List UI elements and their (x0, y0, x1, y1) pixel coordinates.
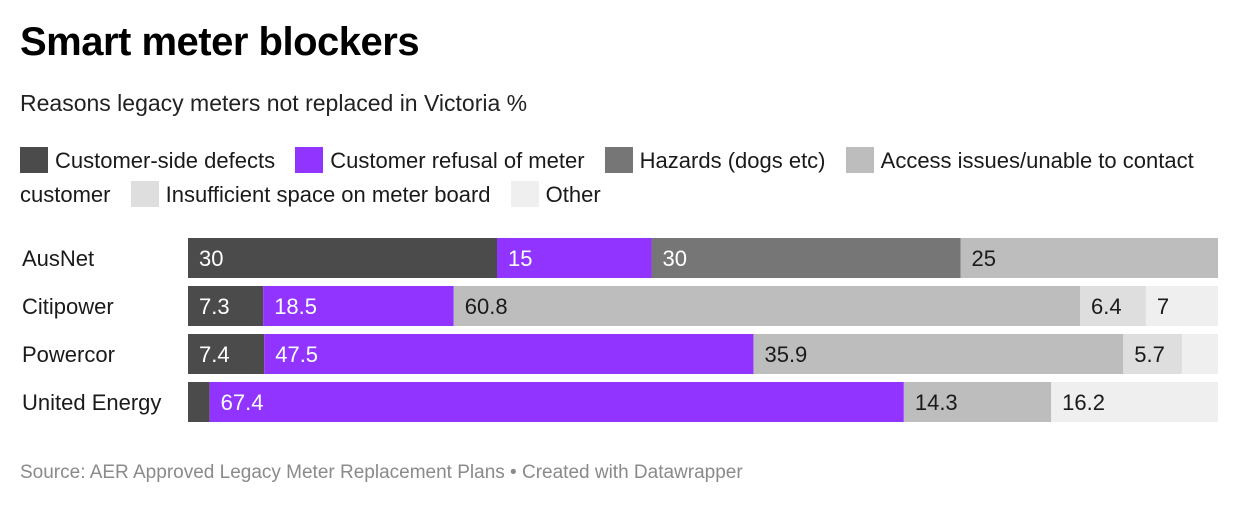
legend-item: Insufficient space on meter board (130, 181, 491, 207)
data-label: 15 (508, 246, 532, 271)
stacked-bar-chart: AusNet 30 15 30 25 Citipower 7.3 18.5 60.8 6.4 7 Po… (22, 238, 1218, 422)
bar-segment (209, 382, 904, 422)
bar-segment (960, 238, 1218, 278)
bar-segment (188, 238, 497, 278)
bar-segment (264, 334, 754, 374)
legend-label: Access issues/unable to contact customer (20, 148, 1194, 207)
bar-segment (903, 382, 1052, 422)
legend-label: Insufficient space on meter board (165, 182, 491, 207)
category-label: United Energy (22, 390, 161, 415)
legend-swatch (130, 181, 159, 207)
bar-segment (753, 334, 1124, 374)
data-label: 47.5 (275, 342, 318, 367)
legend-label: Customer refusal of meter (330, 148, 585, 173)
legend-item: Access issues/unable to contact customer (20, 147, 1194, 207)
source-note: Source: AER Approved Legacy Meter Replac… (20, 462, 743, 483)
legend-item: Customer refusal of meter (295, 147, 585, 173)
data-label: 6.4 (1091, 294, 1122, 319)
data-label: 30 (663, 246, 687, 271)
legend-swatch (295, 147, 324, 173)
bar-segment (188, 382, 210, 422)
data-label: 35.9 (764, 342, 807, 367)
legend-label: Hazards (dogs etc) (639, 148, 826, 173)
chart-subtitle: Reasons legacy meters not replaced in Vi… (20, 90, 528, 116)
legend-swatch (20, 147, 48, 173)
category-label: Citipower (22, 294, 114, 319)
legend-item: Hazards (dogs etc) (604, 147, 826, 173)
data-label: 30 (199, 246, 223, 271)
data-label: 5.7 (1134, 342, 1165, 367)
bar-segment (1079, 286, 1146, 326)
bar-segment (1181, 334, 1218, 374)
bar-segment (497, 238, 652, 278)
legend-swatch (845, 147, 874, 173)
data-label: 67.4 (221, 390, 264, 415)
data-label: 7 (1157, 294, 1169, 319)
bar-segment (1145, 286, 1218, 326)
bar-segment (263, 286, 454, 326)
data-label: 14.3 (915, 390, 958, 415)
chart-legend: Customer-side defects Customer refusal o… (20, 144, 1220, 212)
bar-segment (453, 286, 1080, 326)
data-label: 7.3 (199, 294, 230, 319)
data-label: 16.2 (1062, 390, 1105, 415)
data-label: 25 (972, 246, 996, 271)
legend-item: Customer-side defects (20, 147, 276, 173)
data-label: 18.5 (274, 294, 317, 319)
legend-label: Customer-side defects (55, 148, 276, 173)
bar-segment (1051, 382, 1218, 422)
legend-label: Other (545, 182, 601, 207)
bar-segment (188, 334, 265, 374)
category-label: AusNet (22, 246, 94, 271)
category-label: Powercor (22, 342, 115, 367)
legend-item: Other (510, 181, 601, 207)
bar-segment (1123, 334, 1182, 374)
legend-swatch (604, 147, 633, 173)
data-label: 60.8 (465, 294, 508, 319)
bar-segment (188, 286, 264, 326)
data-label: 7.4 (199, 342, 230, 367)
legend-swatch (510, 181, 539, 207)
bar-segment (651, 238, 961, 278)
chart-title: Smart meter blockers (20, 20, 420, 64)
